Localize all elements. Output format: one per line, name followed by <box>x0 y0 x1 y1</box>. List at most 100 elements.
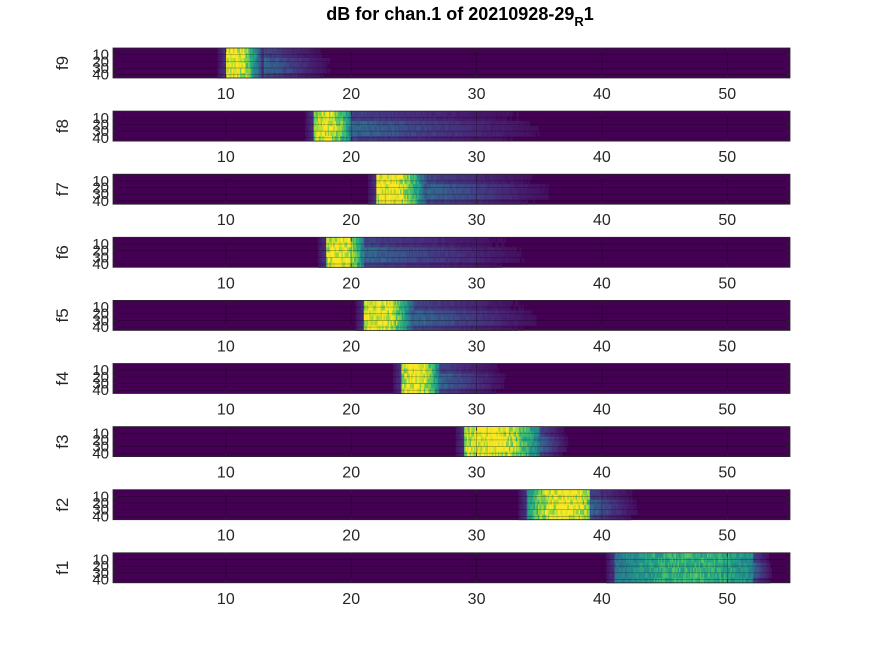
heatmap-cell <box>541 441 544 447</box>
heatmap-cell <box>390 194 393 200</box>
heatmap-cell <box>404 300 407 306</box>
heatmap-cell <box>276 68 279 74</box>
heatmap-cell <box>428 199 431 205</box>
heatmap-cell <box>539 436 542 442</box>
heatmap-cell <box>450 116 453 122</box>
heatmap-cell <box>410 310 412 316</box>
heatmap-cell <box>338 126 341 132</box>
heatmap-cell <box>269 48 272 54</box>
heatmap-cell <box>397 116 400 122</box>
heatmap-cell <box>459 262 462 268</box>
heatmap-cell <box>537 504 540 511</box>
heatmap-cell <box>359 136 362 142</box>
heatmap-cell <box>506 305 509 311</box>
heatmap-cell <box>260 63 263 69</box>
heatmap-cell <box>521 189 524 195</box>
heatmap-cell <box>452 257 455 263</box>
heatmap-cell <box>445 126 448 132</box>
heatmap-cell <box>369 111 372 117</box>
heatmap-cell <box>377 325 380 331</box>
heatmap-cell <box>433 388 436 394</box>
heatmap-cell <box>556 451 559 457</box>
heatmap-cell <box>393 131 396 137</box>
heatmap-cell <box>436 305 439 311</box>
heatmap-cell <box>356 315 359 321</box>
heatmap-cell <box>537 494 540 501</box>
heatmap-cell <box>391 184 394 190</box>
heatmap-cell <box>522 514 525 521</box>
heatmap-cell <box>436 131 439 137</box>
heatmap-cell <box>328 257 331 263</box>
heatmap-cell <box>552 431 555 437</box>
heatmap-cell <box>475 257 478 263</box>
heatmap-cell <box>499 184 502 190</box>
heatmap-cell <box>417 320 419 326</box>
heatmap-cell <box>485 426 488 432</box>
heatmap-cell <box>383 247 386 253</box>
heatmap-cell <box>439 237 442 243</box>
heatmap-cell <box>491 388 494 394</box>
heatmap-cell <box>398 310 401 316</box>
heatmap-cell <box>286 58 289 64</box>
x-tick-label: 10 <box>217 86 235 103</box>
heatmap-cell <box>416 194 419 200</box>
heatmap-cell <box>328 58 331 64</box>
heatmap-cell <box>520 184 523 190</box>
heatmap-cell <box>423 388 426 394</box>
heatmap-cell <box>520 451 523 457</box>
heatmap-cell <box>438 262 441 268</box>
heatmap-cell <box>412 310 415 316</box>
heatmap-cell <box>412 194 415 200</box>
heatmap-cell <box>452 111 455 117</box>
heatmap-cell <box>457 126 460 132</box>
heatmap-cell <box>286 53 289 59</box>
heatmap-cell <box>444 189 447 195</box>
heatmap-cell <box>405 310 408 316</box>
heatmap-cell <box>499 262 502 268</box>
heatmap-cell <box>387 315 390 321</box>
heatmap-cell <box>386 116 389 122</box>
heatmap-cell <box>506 451 509 457</box>
heatmap-cell <box>522 431 525 437</box>
heatmap-cell <box>449 184 452 190</box>
heatmap-cell <box>505 189 508 195</box>
y-tick-label: 10 <box>92 236 109 253</box>
heatmap-cell <box>467 126 470 132</box>
heatmap-cell <box>362 237 365 243</box>
heatmap-cell <box>489 383 492 389</box>
heatmap-cell <box>478 431 481 437</box>
heatmap-cell <box>477 131 480 137</box>
heatmap-cell <box>559 451 562 457</box>
heatmap-cell <box>492 373 495 379</box>
heatmap-cell <box>456 262 459 268</box>
heatmap-cell <box>310 111 313 117</box>
heatmap-cell <box>407 237 410 243</box>
heatmap-cell <box>446 121 449 127</box>
heatmap-cell <box>347 242 350 248</box>
heatmap-cell <box>422 252 425 258</box>
heatmap-cell <box>354 116 357 122</box>
heatmap-cell <box>456 300 459 306</box>
heatmap-cell <box>230 73 233 79</box>
heatmap-cell <box>436 363 439 369</box>
heatmap-cell <box>438 121 441 127</box>
heatmap-cell <box>383 199 386 205</box>
heatmap-cell <box>464 199 467 205</box>
heatmap-cell <box>474 179 477 185</box>
heatmap-cell <box>452 252 455 258</box>
heatmap-cell <box>331 262 334 268</box>
heatmap-cell <box>439 368 442 374</box>
heatmap-cell <box>252 68 255 74</box>
heatmap-cell <box>419 199 422 205</box>
heatmap-cell <box>438 242 441 248</box>
heatmap-cell <box>370 325 373 331</box>
heatmap-cell <box>474 136 477 142</box>
heatmap-cell <box>399 136 402 142</box>
heatmap-cell <box>403 136 406 142</box>
heatmap-cell <box>362 310 365 316</box>
heatmap-cell <box>463 257 466 263</box>
heatmap-cell <box>440 325 443 331</box>
heatmap-cell <box>395 194 398 200</box>
heatmap-cell <box>228 48 231 54</box>
heatmap-cell <box>393 111 396 117</box>
